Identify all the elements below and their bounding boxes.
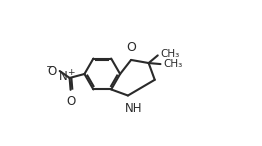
Text: O: O bbox=[47, 65, 57, 78]
Text: NH: NH bbox=[125, 102, 143, 115]
Text: +: + bbox=[67, 67, 74, 77]
Text: −: − bbox=[45, 62, 54, 72]
Text: N: N bbox=[59, 71, 68, 84]
Text: O: O bbox=[66, 95, 75, 108]
Text: O: O bbox=[126, 41, 136, 54]
Text: CH₃: CH₃ bbox=[161, 49, 180, 59]
Text: CH₃: CH₃ bbox=[163, 59, 183, 69]
